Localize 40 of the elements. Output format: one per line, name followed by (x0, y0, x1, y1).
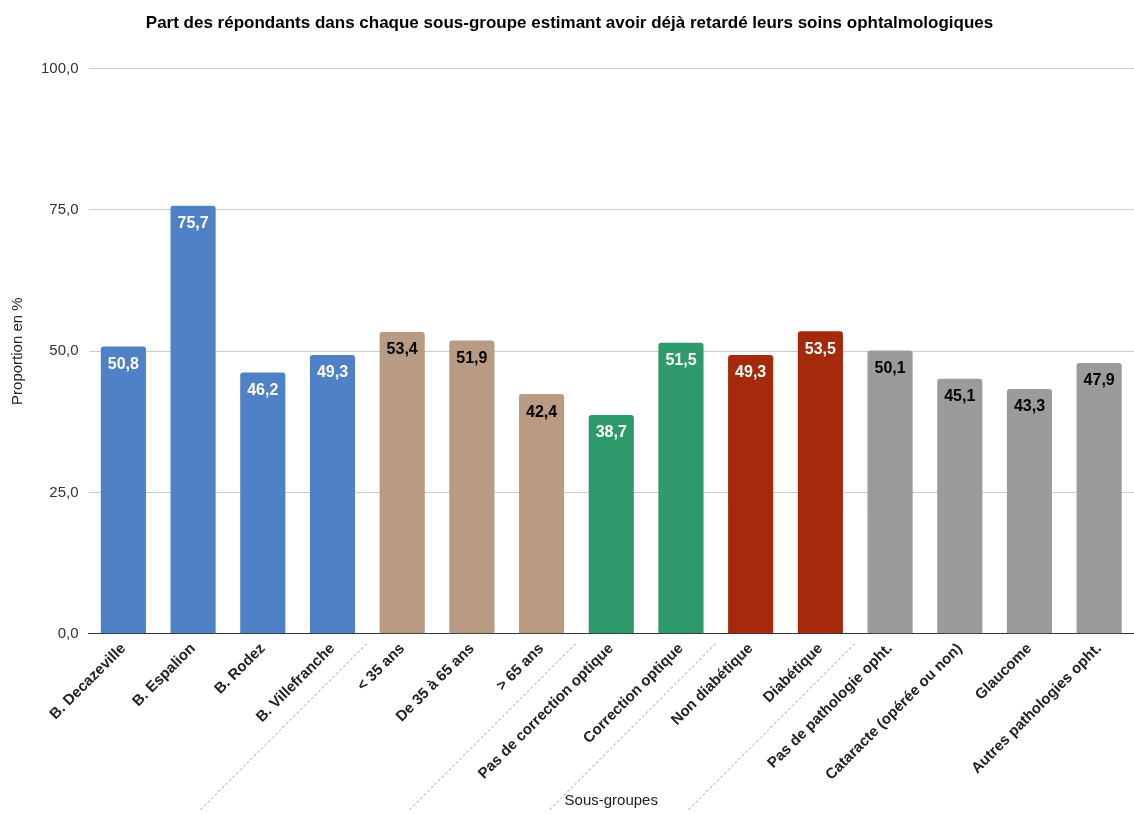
bar (449, 340, 495, 634)
bar (658, 342, 704, 634)
bar (170, 205, 216, 634)
y-tick-label: 100,0 (40, 58, 79, 76)
bar (518, 394, 565, 634)
data-label: 43,3 (1013, 397, 1046, 415)
data-label: 53,5 (804, 339, 837, 357)
bar (240, 372, 286, 634)
bar (100, 346, 146, 634)
chart-title: Part des répondants dans chaque sous-groupe estimant avoir déjà retardé leurs soins ophtalmologiques (145, 12, 994, 32)
bar (797, 331, 843, 634)
x-tick-label: < 35 ans (353, 639, 408, 694)
x-tick-label: > 65 ans (492, 639, 547, 694)
y-tick-label: 0,0 (57, 623, 79, 641)
bar (1006, 389, 1053, 634)
bar (937, 378, 983, 634)
y-tick-label: 25,0 (49, 482, 79, 500)
data-label: 51,5 (665, 351, 697, 369)
data-label: 46,2 (247, 381, 279, 399)
data-label: 50,8 (107, 355, 140, 372)
data-label: 45,1 (944, 387, 976, 405)
data-label: 47,9 (1083, 371, 1115, 389)
data-label: 49,3 (316, 363, 349, 381)
bar (728, 355, 774, 634)
data-label: 50,1 (874, 358, 906, 376)
x-axis-title: Sous-groupes (564, 791, 658, 809)
y-axis-title: Proportion en % (8, 297, 26, 405)
bar (867, 350, 913, 634)
data-label: 42,4 (526, 402, 558, 420)
bar (309, 355, 356, 634)
y-tick-label: 50,0 (49, 341, 79, 359)
data-label: 75,7 (177, 214, 209, 232)
data-label: 51,9 (456, 348, 488, 366)
y-tick-label: 75,0 (49, 199, 79, 217)
bar (1076, 363, 1122, 634)
bar (379, 331, 425, 634)
bar (588, 415, 634, 634)
data-label: 38,7 (595, 423, 627, 441)
data-label: 49,3 (735, 363, 767, 381)
data-label: 53,4 (386, 340, 418, 358)
